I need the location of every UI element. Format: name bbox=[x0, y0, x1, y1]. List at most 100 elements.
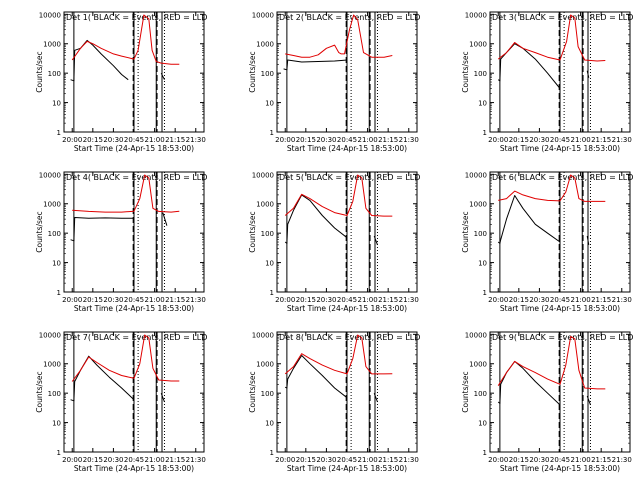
x-tick-label: 20:45 bbox=[550, 456, 570, 464]
x-tick-label: 21:30 bbox=[186, 296, 206, 304]
y-axis-label: Counts/sec bbox=[35, 51, 44, 92]
chart-title: Det 5( BLACK = Events, RED = LLD bbox=[279, 173, 420, 182]
events-series-line bbox=[497, 360, 591, 406]
x-tick-label: 20:30 bbox=[529, 136, 549, 144]
x-tick-label: 21:00 bbox=[144, 136, 164, 144]
y-tick-label: 1000 bbox=[256, 361, 274, 369]
events-series-line bbox=[284, 355, 378, 403]
events-series-line bbox=[70, 212, 168, 242]
lld-series-line bbox=[497, 14, 606, 62]
y-tick-label: 10000 bbox=[252, 171, 274, 179]
x-tick-label: 21:15 bbox=[165, 136, 185, 144]
x-axis-label: Start Time (24-Apr-15 18:53:00) bbox=[500, 304, 620, 313]
y-tick-label: 10 bbox=[265, 420, 274, 428]
x-tick-label: 21:30 bbox=[399, 456, 419, 464]
y-tick-label: 10 bbox=[52, 260, 61, 268]
x-tick-label: 21:15 bbox=[591, 296, 611, 304]
y-tick-label: 1000 bbox=[43, 361, 61, 369]
y-axis-label: Counts/sec bbox=[461, 371, 470, 412]
panel-det-8: Det 8( BLACK = Events, RED = LLD 1 10 100 10… bbox=[248, 331, 420, 473]
x-tick-label: 20:30 bbox=[103, 136, 123, 144]
lld-series-line bbox=[72, 174, 180, 213]
y-tick-label: 1 bbox=[270, 449, 274, 457]
chart-title: Det 8( BLACK = Events, RED = LLD bbox=[279, 333, 420, 342]
chart-title: Det 1( BLACK = Events, RED = LLD bbox=[66, 13, 207, 22]
x-tick-label: 20:15 bbox=[509, 296, 529, 304]
x-tick-label: 20:15 bbox=[83, 456, 103, 464]
chart-title: Det 6( BLACK = Events, RED = LLD bbox=[492, 173, 633, 182]
y-tick-label: 1 bbox=[483, 129, 487, 137]
y-tick-label: 100 bbox=[48, 70, 61, 78]
x-axis-label: Start Time (24-Apr-15 18:53:00) bbox=[74, 464, 194, 473]
panel-det-2: Det 2( BLACK = Events, RED = LLD 1 10 100 10… bbox=[248, 11, 420, 153]
x-tick-label: 21:30 bbox=[186, 136, 206, 144]
x-tick-label: 20:00 bbox=[62, 456, 82, 464]
x-tick-label: 20:45 bbox=[337, 456, 357, 464]
y-tick-label: 10 bbox=[478, 260, 487, 268]
x-axis-label: Start Time (24-Apr-15 18:53:00) bbox=[500, 144, 620, 153]
panel-det-9: Det 9( BLACK = Events, RED = LLD 1 10 100 10… bbox=[461, 331, 633, 473]
chart-title: Det 4( BLACK = Events, RED = LLD bbox=[66, 173, 207, 182]
x-tick-label: 21:30 bbox=[186, 456, 206, 464]
chart-title: Det 2( BLACK = Events, RED = LLD bbox=[279, 13, 420, 22]
events-series-line bbox=[70, 39, 165, 82]
panel-det-1: Det 1( BLACK = Events, RED = LLD 1 10 100 10… bbox=[35, 11, 207, 153]
y-axis-label: Counts/sec bbox=[461, 51, 470, 92]
chart-title: Det 7( BLACK = Events, RED = LLD bbox=[66, 333, 207, 342]
y-tick-label: 10 bbox=[52, 420, 61, 428]
y-tick-label: 10 bbox=[478, 100, 487, 108]
y-tick-label: 10 bbox=[478, 420, 487, 428]
x-tick-label: 21:15 bbox=[165, 456, 185, 464]
x-tick-label: 20:15 bbox=[296, 456, 316, 464]
y-tick-label: 1000 bbox=[43, 41, 61, 49]
events-series-line bbox=[70, 355, 165, 403]
y-axis-label: Counts/sec bbox=[248, 211, 257, 252]
x-tick-label: 21:15 bbox=[378, 136, 398, 144]
lld-series-line bbox=[71, 14, 180, 65]
chart-title: Det 3( BLACK = Events, RED = LLD bbox=[492, 13, 633, 22]
x-tick-label: 21:00 bbox=[357, 296, 377, 304]
events-series-line bbox=[284, 194, 378, 246]
x-tick-label: 21:00 bbox=[357, 136, 377, 144]
x-tick-label: 20:30 bbox=[316, 456, 336, 464]
x-axis-label: Start Time (24-Apr-15 18:53:00) bbox=[287, 144, 407, 153]
x-tick-label: 20:45 bbox=[124, 136, 144, 144]
y-tick-label: 1 bbox=[57, 129, 61, 137]
y-tick-label: 10000 bbox=[39, 331, 61, 339]
y-tick-label: 1000 bbox=[469, 361, 487, 369]
x-tick-label: 21:30 bbox=[612, 296, 632, 304]
y-tick-label: 10000 bbox=[39, 171, 61, 179]
y-tick-label: 1 bbox=[270, 129, 274, 137]
y-tick-label: 1000 bbox=[256, 41, 274, 49]
x-axis-label: Start Time (24-Apr-15 18:53:00) bbox=[287, 304, 407, 313]
panel-det-5: Det 5( BLACK = Events, RED = LLD 1 10 100 10… bbox=[248, 171, 420, 313]
x-tick-label: 21:30 bbox=[399, 136, 419, 144]
x-tick-label: 20:45 bbox=[337, 136, 357, 144]
y-axis-label: Counts/sec bbox=[461, 211, 470, 252]
x-tick-label: 21:15 bbox=[165, 296, 185, 304]
x-axis-label: Start Time (24-Apr-15 18:53:00) bbox=[74, 304, 194, 313]
x-tick-label: 20:30 bbox=[529, 456, 549, 464]
y-tick-label: 100 bbox=[48, 230, 61, 238]
x-tick-label: 20:00 bbox=[488, 456, 508, 464]
x-tick-label: 21:30 bbox=[399, 296, 419, 304]
lld-series-line bbox=[497, 335, 606, 390]
panel-det-7: Det 7( BLACK = Events, RED = LLD 1 10 100 10… bbox=[35, 331, 207, 473]
y-tick-label: 100 bbox=[261, 390, 274, 398]
x-tick-label: 21:30 bbox=[612, 136, 632, 144]
events-series-line bbox=[497, 43, 590, 89]
y-tick-label: 1 bbox=[57, 289, 61, 297]
y-tick-label: 1000 bbox=[469, 201, 487, 209]
x-tick-label: 20:15 bbox=[83, 136, 103, 144]
y-axis-label: Counts/sec bbox=[248, 371, 257, 412]
x-tick-label: 20:45 bbox=[124, 456, 144, 464]
x-axis-label: Start Time (24-Apr-15 18:53:00) bbox=[74, 144, 194, 153]
x-tick-label: 20:30 bbox=[316, 136, 336, 144]
events-series-line bbox=[497, 195, 590, 245]
x-tick-label: 20:15 bbox=[296, 136, 316, 144]
x-tick-label: 20:15 bbox=[509, 136, 529, 144]
panel-det-3: Det 3( BLACK = Events, RED = LLD 1 10 100 10… bbox=[461, 11, 633, 153]
x-tick-label: 21:00 bbox=[144, 296, 164, 304]
y-axis-label: Counts/sec bbox=[35, 211, 44, 252]
y-tick-label: 10 bbox=[265, 260, 274, 268]
